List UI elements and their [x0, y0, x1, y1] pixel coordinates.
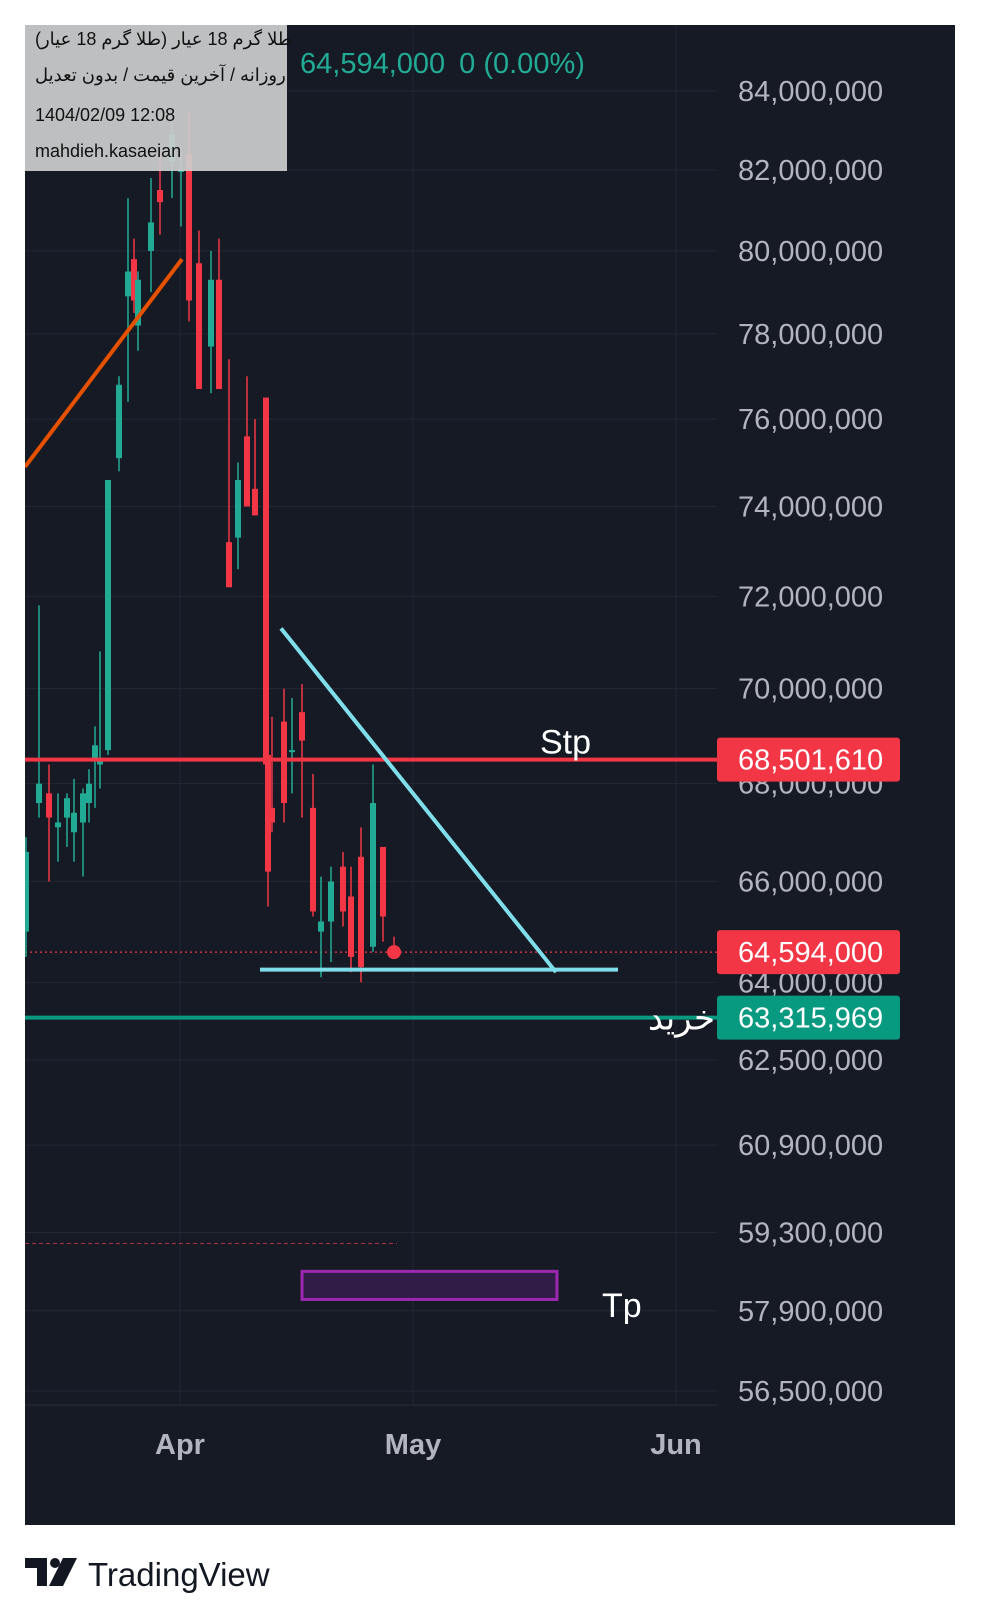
price-tick-label: 80,000,000 [738, 236, 883, 268]
price-tick-label: 78,000,000 [738, 319, 883, 351]
candle-body [358, 856, 364, 968]
candle-body [36, 783, 42, 804]
candle-body [135, 279, 141, 326]
candle-body [216, 279, 222, 390]
price-tick-label: 59,300,000 [738, 1217, 883, 1249]
time-axis-bg [25, 1405, 955, 1525]
candle-body [125, 271, 131, 297]
candle-body [186, 154, 192, 301]
candle-body [252, 488, 258, 516]
candle-body [157, 190, 163, 203]
time-tick-label: Apr [155, 1429, 205, 1461]
price-tick-label: 84,000,000 [738, 76, 883, 108]
grid-lines [25, 25, 717, 1405]
price-tag [717, 737, 900, 782]
candle-body [25, 851, 29, 932]
last-price-dot [387, 945, 401, 960]
descending-trendline [279, 627, 558, 974]
price-header: 64,594,000 0 (0.00%) [300, 48, 599, 81]
price-tick-label: 74,000,000 [738, 491, 883, 523]
candle-body [263, 397, 269, 765]
stop-label: Stp [540, 724, 591, 762]
price-tick-label: 82,000,000 [738, 155, 883, 187]
price-tag [717, 930, 900, 975]
price-tick-label: 62,500,000 [738, 1045, 883, 1077]
candle-body [131, 259, 137, 301]
candle-body [105, 480, 111, 751]
tradingview-logo-icon[interactable] [25, 1552, 285, 1598]
time-axis[interactable]: Apr May Jun [155, 1429, 702, 1461]
candle-body [328, 881, 334, 922]
price-tick-label: 56,500,000 [738, 1376, 883, 1408]
candle-body [299, 712, 305, 741]
candle-body [281, 721, 287, 804]
candle-body [71, 812, 77, 833]
candle-body [380, 846, 386, 917]
author-name: mahdieh.kasaeian [35, 141, 182, 161]
candle-body [226, 542, 232, 588]
price-tag-label: 63,315,969 [738, 1003, 883, 1035]
candle-body [116, 384, 122, 459]
price-tick-label: 57,900,000 [738, 1296, 883, 1328]
candle-body [318, 921, 324, 932]
last-price: 64,594,000 [300, 48, 446, 80]
time-tick-label: May [385, 1429, 441, 1461]
snapshot-datetime: 1404/02/09 12:08 [35, 105, 176, 125]
drawing-overlays: Stp Tp [25, 257, 717, 1325]
legend-box: طلا گرم 18 عیار (طلا گرم 18 عیار) روزانه… [25, 25, 292, 171]
price-tick-label: 66,000,000 [738, 867, 883, 899]
tradingview-brand[interactable]: TradingView [88, 1556, 270, 1593]
price-axis[interactable]: 84,000,000 82,000,000 80,000,000 78,000,000… [738, 76, 883, 1408]
candle-body [340, 866, 346, 912]
symbol-title: طلا گرم 18 عیار (طلا گرم 18 عیار) [35, 29, 293, 49]
candle-body [64, 798, 70, 818]
candle-body [244, 436, 250, 507]
candle-body [265, 754, 271, 872]
candle-body [310, 807, 316, 912]
chart-area[interactable]: Stp Tp 84,000,000 82,000,000 80,000,000 78,0… [25, 25, 955, 1525]
price-tick-label: 70,000,000 [738, 674, 883, 706]
candle-body [148, 222, 154, 251]
uptrend-line [25, 257, 184, 469]
price-tag-label: 68,501,610 [738, 745, 883, 777]
price-tick-label: 60,900,000 [738, 1130, 883, 1162]
price-change: 0 (0.00%) [459, 48, 585, 80]
time-tick-label: Jun [650, 1429, 702, 1461]
candle-body [370, 803, 376, 947]
drawings [25, 951, 717, 1301]
candle-body [348, 896, 354, 957]
candle-body [196, 263, 202, 390]
target-label: Tp [602, 1287, 642, 1325]
price-tag-label: 64,594,000 [738, 937, 883, 969]
price-tag [717, 995, 900, 1040]
candle-body [235, 480, 241, 538]
candle-body [80, 793, 86, 823]
target-zone [300, 1269, 559, 1301]
candles [25, 110, 397, 983]
price-tick-label: 72,000,000 [738, 581, 883, 613]
candle-body [86, 783, 92, 804]
candle-body [55, 822, 61, 828]
price-tick-label: 76,000,000 [738, 404, 883, 436]
candle-body [46, 793, 52, 818]
candlestick-chart[interactable]: Stp Tp 84,000,000 82,000,000 80,000,000 78,0… [25, 25, 955, 1525]
candle-body [269, 807, 275, 823]
candle-body [97, 759, 103, 765]
candle-body [289, 750, 295, 753]
chart-settings: روزانه / آخرین قیمت / بدون تعدیل [35, 65, 286, 85]
candle-body [92, 745, 98, 760]
price-tags: 68,501,610 64,594,000 63,315,969 [717, 737, 900, 1040]
candle-body [208, 279, 214, 347]
buy-label: خرید [648, 1000, 715, 1039]
